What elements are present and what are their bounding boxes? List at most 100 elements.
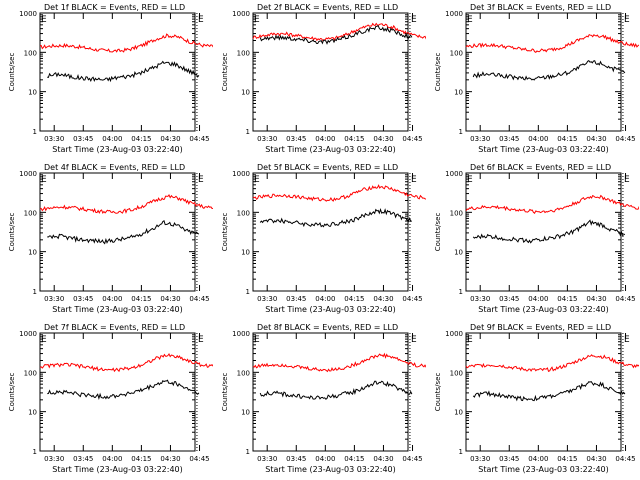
events-series-line — [472, 60, 626, 81]
time-marker-label: E — [411, 15, 417, 25]
x-tick-label: 03:45 — [499, 135, 519, 143]
lld-series-line — [252, 184, 426, 202]
events-series-line — [472, 380, 626, 402]
lld-series-line — [252, 352, 426, 373]
events-series-line — [47, 60, 200, 83]
x-axis-label: Start Time (23-Aug-03 03:22:40) — [478, 465, 609, 474]
x-tick-label: 04:00 — [528, 295, 548, 303]
x-tick-label: 03:30 — [257, 455, 277, 463]
y-tick-label: 1 — [246, 448, 250, 456]
x-tick-label: 04:30 — [586, 455, 606, 463]
x-tick-label: 03:30 — [257, 135, 277, 143]
x-tick-label: 04:45 — [189, 135, 209, 143]
x-tick-label: 03:45 — [73, 455, 93, 463]
y-axis-label: Counts/sec — [221, 373, 229, 412]
panel-title: Det 5f BLACK = Events, RED = LLD — [257, 163, 398, 172]
detector-panel: Det 6f BLACK = Events, RED = LLD 1 10 100 10… — [434, 163, 639, 314]
time-marker-label: E — [254, 335, 260, 345]
lld-series-line — [252, 22, 426, 42]
x-tick-label: 04:15 — [344, 135, 364, 143]
plot-frame — [252, 12, 409, 132]
lld-series-line — [465, 194, 639, 214]
y-tick-label: 1000 — [19, 10, 37, 18]
time-marker-label: E — [198, 335, 204, 345]
detector-panel: Det 4f BLACK = Events, RED = LLD 1 10 100 10… — [8, 163, 213, 314]
y-tick-label: 10 — [28, 409, 37, 417]
plot-frame — [465, 12, 622, 132]
x-tick-label: 04:30 — [373, 295, 393, 303]
y-tick-label: 10 — [28, 89, 37, 97]
x-tick-label: 03:30 — [44, 135, 64, 143]
y-tick-label: 1 — [246, 288, 250, 296]
y-axis-label: Counts/sec — [8, 213, 16, 252]
panel-title: Det 7f BLACK = Events, RED = LLD — [44, 323, 185, 332]
x-tick-label: 04:15 — [557, 135, 577, 143]
y-axis-label: Counts/sec — [8, 53, 16, 92]
panel-title: Det 6f BLACK = Events, RED = LLD — [470, 163, 611, 172]
time-marker-label: E — [411, 175, 417, 185]
panel-title: Det 2f BLACK = Events, RED = LLD — [257, 3, 398, 12]
events-series-line — [259, 380, 413, 400]
x-tick-label: 04:30 — [160, 135, 180, 143]
x-tick-label: 04:30 — [586, 135, 606, 143]
x-tick-label: 04:15 — [344, 295, 364, 303]
time-marker-label: E — [254, 175, 260, 185]
x-axis-label: Start Time (23-Aug-03 03:22:40) — [478, 145, 609, 154]
detector-panel: Det 9f BLACK = Events, RED = LLD 1 10 100 10… — [434, 323, 639, 474]
events-series-line — [259, 208, 412, 228]
x-tick-label: 03:30 — [44, 295, 64, 303]
y-axis-label: Counts/sec — [221, 213, 229, 252]
y-tick-label: 10 — [28, 249, 37, 257]
x-tick-label: 03:45 — [73, 135, 93, 143]
events-series-line — [47, 379, 200, 401]
y-tick-label: 100 — [237, 209, 250, 217]
x-axis-label: Start Time (23-Aug-03 03:22:40) — [52, 145, 183, 154]
y-tick-label: 1 — [459, 288, 463, 296]
x-tick-label: 03:45 — [286, 295, 306, 303]
y-tick-label: 10 — [454, 249, 463, 257]
detector-panel: Det 8f BLACK = Events, RED = LLD 1 10 100 10… — [221, 323, 426, 474]
y-tick-label: 1 — [459, 128, 463, 136]
x-tick-label: 03:45 — [499, 455, 519, 463]
x-tick-label: 03:45 — [286, 135, 306, 143]
x-tick-label: 04:15 — [131, 295, 151, 303]
y-tick-label: 10 — [454, 89, 463, 97]
time-marker-label: E — [624, 335, 630, 345]
x-axis-label: Start Time (23-Aug-03 03:22:40) — [52, 465, 183, 474]
x-tick-label: 04:45 — [402, 135, 422, 143]
y-axis-label: Counts/sec — [434, 53, 442, 92]
y-axis-label: Counts/sec — [434, 373, 442, 412]
plot-frame — [39, 172, 196, 292]
x-axis-label: Start Time (23-Aug-03 03:22:40) — [265, 305, 396, 314]
panel-title: Det 4f BLACK = Events, RED = LLD — [44, 163, 185, 172]
events-series-line — [259, 25, 413, 45]
panel-title: Det 1f BLACK = Events, RED = LLD — [44, 3, 185, 12]
y-tick-label: 100 — [450, 369, 463, 377]
x-tick-label: 04:00 — [315, 295, 335, 303]
x-tick-label: 03:45 — [73, 295, 93, 303]
time-marker-label: E — [198, 15, 204, 25]
detector-panel: Det 2f BLACK = Events, RED = LLD 1 10 100 10… — [221, 3, 426, 154]
y-tick-label: 100 — [450, 209, 463, 217]
y-tick-label: 1 — [246, 128, 250, 136]
y-tick-label: 1000 — [232, 330, 250, 338]
x-tick-label: 03:30 — [257, 295, 277, 303]
x-axis-label: Start Time (23-Aug-03 03:22:40) — [478, 305, 609, 314]
y-axis-label: Counts/sec — [434, 213, 442, 252]
y-tick-label: 1000 — [445, 330, 463, 338]
time-marker-label: E — [467, 15, 473, 25]
time-marker-label: E — [411, 335, 417, 345]
plot-frame — [252, 332, 409, 452]
x-tick-label: 03:30 — [470, 295, 490, 303]
x-tick-label: 04:15 — [344, 455, 364, 463]
time-marker-label: E — [41, 175, 47, 185]
lld-series-line — [39, 353, 213, 373]
plot-frame — [465, 172, 622, 292]
x-tick-label: 04:15 — [131, 135, 151, 143]
time-marker-label: E — [467, 335, 473, 345]
y-tick-label: 10 — [241, 249, 250, 257]
events-series-line — [472, 219, 626, 244]
panel-title: Det 3f BLACK = Events, RED = LLD — [470, 3, 611, 12]
x-tick-label: 04:45 — [402, 295, 422, 303]
lld-series-line — [465, 33, 639, 53]
